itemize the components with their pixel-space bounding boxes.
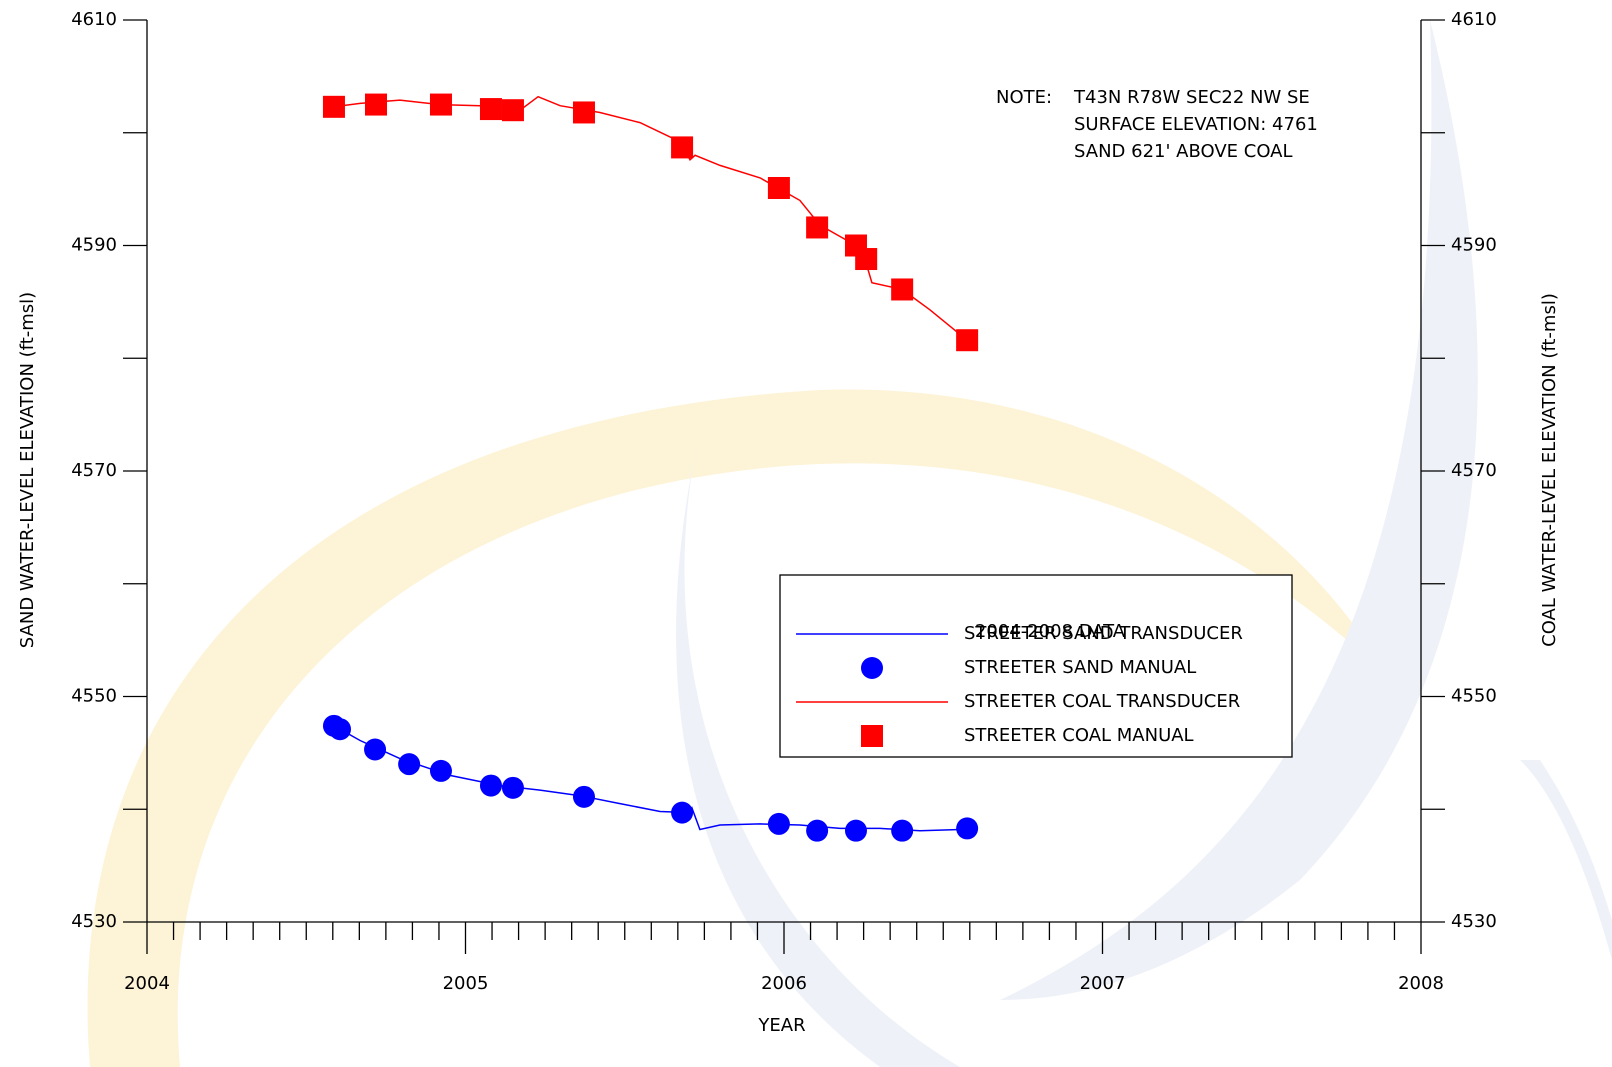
marker-square (671, 136, 693, 158)
marker-circle (768, 813, 790, 835)
legend-swatch (861, 725, 883, 747)
marker-square (365, 94, 387, 116)
legend-label: STREETER SAND MANUAL (964, 657, 1196, 678)
marker-square (768, 177, 790, 199)
y2-tick-label: 4570 (1451, 460, 1497, 481)
marker-circle (430, 760, 452, 782)
note-line: SAND 621' ABOVE COAL (1074, 141, 1293, 162)
legend-swatch (861, 657, 883, 679)
watermark (88, 20, 1612, 1067)
y2-tick-label: 4610 (1451, 9, 1497, 30)
x-tick-label: 2006 (761, 973, 807, 994)
marker-circle (329, 718, 351, 740)
marker-circle (956, 817, 978, 839)
marker-circle (480, 775, 502, 797)
series-line (334, 97, 967, 341)
y-tick-label: 4570 (71, 460, 117, 481)
note-line: T43N R78W SEC22 NW SE (1073, 87, 1310, 108)
x-tick-label: 2007 (1080, 973, 1126, 994)
marker-square (480, 98, 502, 120)
y-tick-label: 4590 (71, 235, 117, 256)
marker-circle (806, 820, 828, 842)
legend-label: STREETER SAND TRANSDUCER (964, 623, 1243, 644)
y-axis-title: SAND WATER-LEVEL ELEVATION (ft-msl) (17, 292, 38, 648)
marker-square (430, 94, 452, 116)
marker-circle (364, 738, 386, 760)
y2-tick-label: 4530 (1451, 911, 1497, 932)
marker-square (806, 216, 828, 238)
y-tick-label: 4610 (71, 9, 117, 30)
y2-tick-label: 4590 (1451, 235, 1497, 256)
marker-square (891, 278, 913, 300)
marker-circle (891, 820, 913, 842)
marker-square (573, 101, 595, 123)
legend-label: STREETER COAL MANUAL (964, 725, 1194, 746)
marker-square (855, 248, 877, 270)
marker-circle (671, 802, 693, 824)
note-label: NOTE: (996, 87, 1052, 108)
marker-circle (845, 820, 867, 842)
x-axis-title: YEAR (757, 1015, 805, 1036)
marker-circle (398, 753, 420, 775)
y-tick-label: 4550 (71, 686, 117, 707)
y2-axis-title: COAL WATER-LEVEL ELEVATION (ft-msl) (1539, 293, 1560, 647)
marker-circle (573, 786, 595, 808)
note-line: SURFACE ELEVATION: 4761 (1074, 114, 1318, 135)
x-tick-label: 2004 (124, 973, 170, 994)
chart: YEAR SAND WATER-LEVEL ELEVATION (ft-msl)… (0, 0, 1612, 1067)
marker-square (323, 96, 345, 118)
marker-square (956, 329, 978, 351)
x-tick-label: 2005 (443, 973, 489, 994)
marker-square (502, 99, 524, 121)
x-tick-label: 2008 (1398, 973, 1444, 994)
marker-circle (502, 777, 524, 799)
y-tick-label: 4530 (71, 911, 117, 932)
legend-label: STREETER COAL TRANSDUCER (964, 691, 1240, 712)
y2-tick-label: 4550 (1451, 686, 1497, 707)
